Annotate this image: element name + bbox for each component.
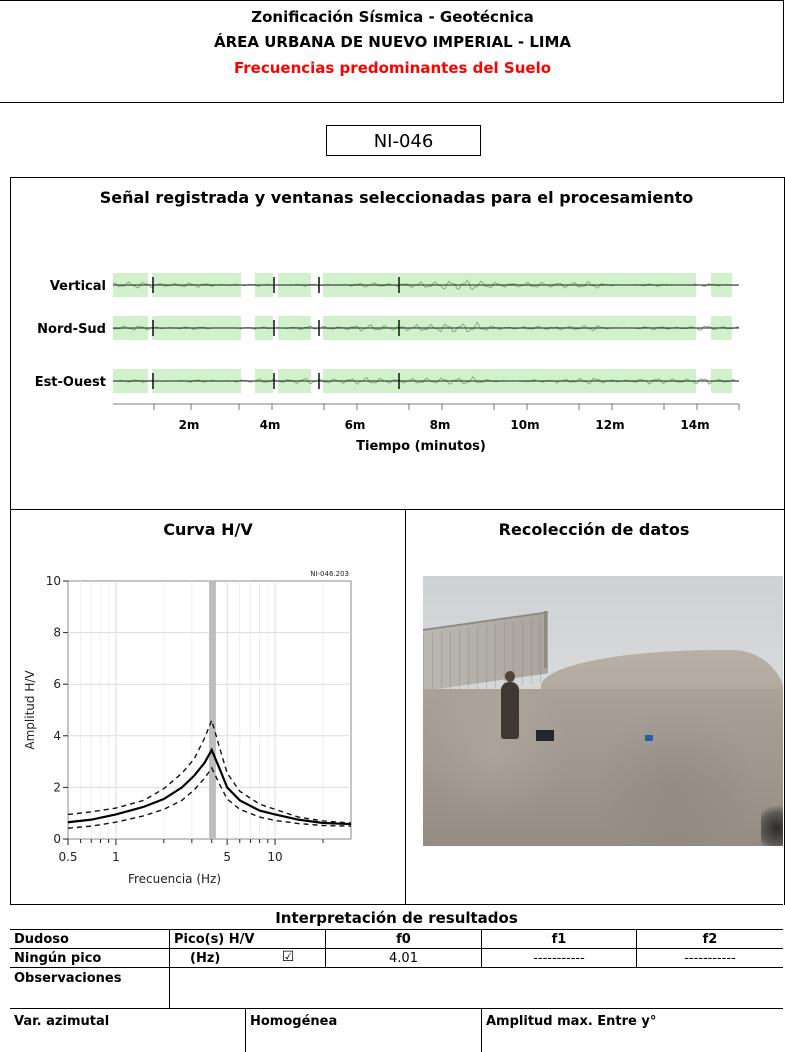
results-line-4: [10, 1008, 783, 1009]
field-photo: [423, 576, 783, 846]
sensor-device-image: [645, 735, 653, 741]
signal-tick-label: 10m: [510, 418, 539, 432]
results-line-2: [10, 948, 783, 949]
signal-channel-label: Est-Ouest: [35, 375, 106, 390]
hv-y-tick-label: 0: [53, 832, 61, 846]
pole-image: [544, 611, 547, 668]
results-col-4: [636, 929, 637, 967]
doubtful-label: Dudoso: [14, 932, 69, 947]
hv-std-curve: [67, 718, 352, 824]
signal-tick-label: 8m: [430, 418, 451, 432]
no-peak-label: Ningún pico: [14, 951, 102, 966]
report-subtitle: ÁREA URBANA DE NUEVO IMPERIAL - LIMA: [213, 33, 571, 51]
header-box: [0, 0, 784, 103]
f1-header: f1: [551, 932, 567, 947]
azimuthal-variation-label: Var. azimutal: [14, 1014, 110, 1029]
report-title: Zonificación Sísmica - Geotécnica: [251, 8, 534, 26]
f2-header: f2: [702, 932, 718, 947]
hv-x-tick-label: 10: [267, 850, 282, 864]
checkbox-icon[interactable]: ☑: [281, 949, 295, 965]
signal-tick-label: 2m: [179, 418, 200, 432]
report-caption: Frecuencias predominantes del Suelo: [233, 59, 552, 77]
station-code: NI-046: [326, 125, 481, 156]
hv-chart: 0 2 4 6 8 10 0.5 1 5 10 NI-046.203 Amplitud H/V Frec…: [23, 570, 352, 886]
observations-label: Observaciones: [14, 971, 122, 986]
hv-y-tick-label: 10: [46, 574, 61, 588]
photo-title: Recolección de datos: [498, 520, 690, 539]
hv-file-label: NI-046.203: [310, 570, 349, 578]
hv-title: Curva H/V: [163, 520, 253, 539]
signal-axis-label: Tiempo (minutos): [356, 439, 486, 454]
signal-title: Señal registrada y ventanas seleccionada…: [99, 188, 694, 207]
hv-y-tick-label: 4: [53, 729, 61, 743]
hv-x-tick-label: 1: [112, 850, 120, 864]
ground-image: [423, 689, 783, 846]
signal-tick-label: 4m: [260, 418, 281, 432]
results-col-6: [481, 1008, 482, 1052]
results-col-1: [169, 929, 170, 1008]
hv-peak-band: [209, 581, 216, 839]
photo-shadow-image: [761, 806, 783, 846]
max-amplitude-label: Amplitud max. Entre y°: [486, 1014, 657, 1029]
signal-channel-label: Vertical: [50, 279, 106, 294]
hv-x-tick-label: 0.5: [58, 850, 77, 864]
results-top-line: [10, 904, 783, 906]
results-col-5: [245, 1008, 246, 1052]
results-line-1: [10, 929, 783, 930]
person-head-image: [505, 671, 515, 682]
f0-value: 4.01: [389, 951, 418, 966]
hv-y-tick-label: 6: [53, 677, 61, 691]
results-col-2: [325, 929, 326, 967]
f1-value: -----------: [533, 951, 585, 966]
results-title: Interpretación de resultados: [275, 909, 518, 927]
hv-x-axis-label: Frecuencia (Hz): [128, 872, 221, 886]
hv-x-tick-label: 5: [223, 850, 231, 864]
signal-tick-label: 12m: [595, 418, 624, 432]
hv-y-tick-label: 2: [53, 780, 61, 794]
hv-std-curve: [67, 766, 352, 829]
signal-plot: Vertical Nord-Sud Est-Ouest 2m 4m 6m 8m 10m 12m 1…: [35, 273, 740, 432]
f2-value: -----------: [684, 951, 736, 966]
f0-header: f0: [396, 932, 411, 947]
hz-label: (Hz): [190, 951, 221, 966]
homogeneous-label: Homogénea: [250, 1014, 338, 1029]
hv-peaks-label: Pico(s) H/V: [174, 932, 255, 947]
signal-tick-label: 14m: [680, 418, 709, 432]
signal-tick-label: 6m: [345, 418, 366, 432]
signal-channel-label: Nord-Sud: [37, 322, 106, 337]
hv-y-tick-label: 8: [53, 626, 61, 640]
analysis-divider: [405, 509, 407, 904]
person-image: [501, 682, 519, 739]
results-line-3: [10, 967, 783, 968]
instrument-case-image: [536, 730, 554, 741]
results-col-3: [481, 929, 482, 967]
hv-y-axis-label: Amplitud H/V: [23, 670, 37, 750]
hv-mean-curve: [67, 747, 352, 826]
